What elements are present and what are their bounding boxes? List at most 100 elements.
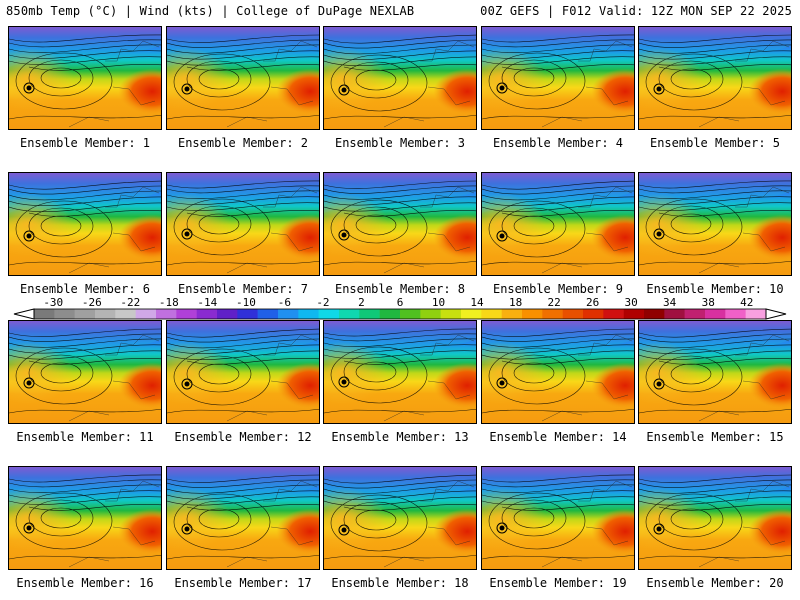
ensemble-member-label: Ensemble Member: 17 [174, 576, 312, 590]
colorbar-cell [603, 309, 624, 319]
tropical-cyclone-marker [181, 83, 193, 95]
colorbar-tick-label: -6 [277, 296, 292, 309]
colorbar-cell [54, 309, 75, 319]
ensemble-member-label: Ensemble Member: 15 [646, 430, 784, 444]
ensemble-map[interactable] [8, 320, 162, 424]
tropical-cyclone-marker [181, 228, 193, 240]
ensemble-panel: Ensemble Member: 1 [8, 26, 162, 150]
ensemble-member-label: Ensemble Member: 6 [19, 282, 151, 296]
colorbar-tick-label: 6 [396, 296, 404, 309]
ensemble-map[interactable] [638, 320, 792, 424]
ensemble-map[interactable] [638, 172, 792, 276]
ensemble-panel: Ensemble Member: 19 [481, 466, 635, 590]
ensemble-member-label: Ensemble Member: 4 [492, 136, 624, 150]
colorbar-cell [135, 309, 157, 319]
colorbar-tick-label: -2 [316, 296, 330, 309]
colorbar-tick-label: 2 [358, 296, 365, 309]
tropical-cyclone-marker [653, 523, 665, 535]
ensemble-map[interactable] [481, 466, 635, 570]
colorbar-tick-label: 26 [586, 296, 600, 309]
colorbar-cell [298, 309, 319, 319]
ensemble-panel: Ensemble Member: 5 [638, 26, 792, 150]
ensemble-member-label: Ensemble Member: 2 [177, 136, 309, 150]
map-title: 850mb Temp (°C) | Wind (kts) | College o… [6, 4, 415, 18]
colorbar-cell [420, 309, 441, 319]
tropical-cyclone-marker [496, 522, 508, 534]
colorbar-cell [217, 309, 238, 319]
ensemble-member-label: Ensemble Member: 9 [492, 282, 624, 296]
ensemble-member-label: Ensemble Member: 11 [16, 430, 154, 444]
colorbar-cell [359, 309, 380, 319]
tropical-cyclone-marker [653, 228, 665, 240]
ensemble-member-label: Ensemble Member: 13 [331, 430, 469, 444]
ensemble-member-label: Ensemble Member: 7 [177, 282, 309, 296]
colorbar-cell [176, 309, 197, 319]
colorbar-tick-label: 22 [547, 296, 561, 309]
colorbar-cell [95, 309, 116, 319]
tropical-cyclone-marker [181, 378, 193, 390]
ensemble-panel: Ensemble Member: 10 [638, 172, 792, 296]
ensemble-map[interactable] [323, 26, 477, 130]
ensemble-member-label: Ensemble Member: 19 [489, 576, 627, 590]
colorbar-cell [684, 309, 706, 319]
ensemble-member-label: Ensemble Member: 12 [174, 430, 312, 444]
colorbar-cell [725, 309, 746, 319]
ensemble-map[interactable] [8, 466, 162, 570]
ensemble-map[interactable] [8, 26, 162, 130]
ensemble-member-label: Ensemble Member: 18 [331, 576, 469, 590]
model-run-info: 00Z GEFS | F012 Valid: 12Z MON SEP 22 20… [480, 4, 792, 18]
ensemble-panel: Ensemble Member: 13 [323, 320, 477, 444]
tropical-cyclone-marker [181, 523, 193, 535]
colorbar-tick-label: 10 [431, 296, 446, 309]
ensemble-map[interactable] [166, 466, 320, 570]
ensemble-map[interactable] [638, 466, 792, 570]
colorbar-cell [522, 309, 543, 319]
colorbar-cell [196, 309, 218, 319]
ensemble-map[interactable] [166, 26, 320, 130]
ensemble-panel: Ensemble Member: 16 [8, 466, 162, 590]
colorbar-tick-label: 42 [740, 296, 754, 309]
tropical-cyclone-marker [338, 229, 350, 241]
colorbar-cell [156, 309, 177, 319]
colorbar-cell [745, 309, 767, 319]
colorbar-tick-label: -30 [43, 296, 64, 309]
tropical-cyclone-marker [23, 377, 35, 389]
colorbar-tick-label: -18 [158, 296, 179, 309]
colorbar-cell [440, 309, 462, 319]
ensemble-panel: Ensemble Member: 11 [8, 320, 162, 444]
ensemble-map[interactable] [481, 320, 635, 424]
ensemble-map[interactable] [323, 172, 477, 276]
colorbar-cell [644, 309, 665, 319]
colorbar-cell [115, 309, 136, 319]
ensemble-map[interactable] [481, 26, 635, 130]
ensemble-member-label: Ensemble Member: 8 [334, 282, 466, 296]
colorbar-cell [379, 309, 401, 319]
ensemble-map[interactable] [166, 320, 320, 424]
colorbar-left-arrow [13, 308, 35, 320]
colorbar-tick-label: 30 [624, 296, 638, 309]
ensemble-map[interactable] [166, 172, 320, 276]
colorbar-cell [705, 309, 726, 319]
colorbar-tick-label: -22 [120, 296, 141, 309]
ensemble-map[interactable] [481, 172, 635, 276]
colorbar-cell [481, 309, 502, 319]
ensemble-panel: Ensemble Member: 12 [166, 320, 320, 444]
colorbar-tick-label: -26 [81, 296, 102, 309]
ensemble-map[interactable] [323, 320, 477, 424]
ensemble-map[interactable] [8, 172, 162, 276]
ensemble-member-label: Ensemble Member: 3 [334, 136, 466, 150]
tropical-cyclone-marker [496, 230, 508, 242]
ensemble-map[interactable] [323, 466, 477, 570]
colorbar-cell [501, 309, 523, 319]
ensemble-member-label: Ensemble Member: 14 [489, 430, 627, 444]
ensemble-member-label: Ensemble Member: 1 [19, 136, 151, 150]
colorbar-cell [339, 309, 360, 319]
ensemble-map[interactable] [638, 26, 792, 130]
ensemble-panel: Ensemble Member: 3 [323, 26, 477, 150]
colorbar-tick-label: 14 [470, 296, 484, 309]
colorbar-cell [237, 309, 258, 319]
tropical-cyclone-marker [338, 84, 350, 96]
colorbar-labels: -30 -26 -22 -18 -14 -10 -6 -2 2 6 10 14 18 22 26 30 34 38… [0, 296, 800, 310]
ensemble-panel: Ensemble Member: 4 [481, 26, 635, 150]
tropical-cyclone-marker [23, 522, 35, 534]
